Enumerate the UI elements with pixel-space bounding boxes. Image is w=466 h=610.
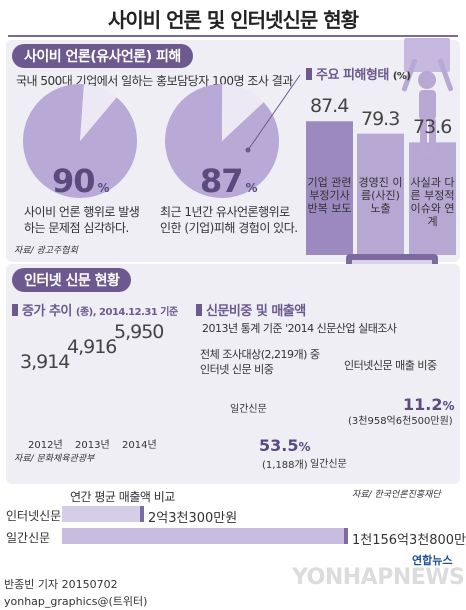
pie1-slice-rest — [80, 84, 117, 141]
damage-type-value: 79.3 — [361, 107, 400, 130]
logo-text: 연합뉴스 — [412, 554, 453, 567]
pie1-caption-line2: 하는 문제점 심각하다. — [24, 221, 129, 235]
growth-value: 4,916 — [67, 336, 117, 359]
revenue-row-value: 1천156억3천800만원 — [352, 533, 466, 548]
pieB-other-label: 일간신문 — [310, 459, 347, 470]
pie2-slice-rest — [222, 84, 264, 141]
pie1-value: 90% — [52, 162, 110, 200]
damage-type-value: 73.6 — [413, 116, 452, 139]
revenue-row-label: 일간신문 — [6, 531, 51, 545]
revenue-bar-cap — [344, 528, 348, 544]
pie2-caption-line1: 최근 1년간 유사언론행위로 — [160, 205, 290, 219]
revenue-bars — [62, 506, 348, 544]
growth-value: 3,914 — [20, 350, 70, 373]
damage-type-value: 87.4 — [310, 95, 349, 118]
damage-type-category: 기업 관련 부정기사 반복 보도 — [307, 176, 352, 215]
types-heading: 주요 피해형태 (%) — [306, 64, 411, 83]
pie1-caption-line1: 사이비 언론 행위로 발생 — [24, 205, 140, 219]
share-source: 자료/ 한국언론진흥재단 — [352, 490, 441, 500]
page-title: 사이비 언론 및 인터넷신문 현황 — [107, 8, 359, 32]
twitter-credit: yonhap_graphics@(트위터) — [4, 595, 148, 608]
reporter-credit: 반종빈 기자 20150702 — [4, 578, 118, 591]
growth-year: 2013년 — [75, 440, 110, 451]
revenue-row-label: 인터넷신문 — [6, 509, 62, 523]
growth-value: 5,950 — [114, 321, 164, 344]
pieB-caption: 인터넷신문 매출 비중 — [344, 359, 437, 372]
section1-source: 자료/ 광고주협회 — [14, 246, 78, 256]
section2-heading: 인터넷 신문 현황 — [12, 268, 132, 292]
watermark: YONHAPNEWS — [292, 565, 465, 590]
damage-type-category: 사실과 다른 부정적 이슈와 연계 — [410, 176, 455, 228]
growth-year: 2014년 — [122, 440, 157, 451]
pieA-caption-line1: 전체 조사대상(2,219개) 중 — [200, 348, 320, 361]
growth-source: 자료/ 문화체육관광부 — [14, 454, 95, 464]
share-basis: 2013년 통계 기준 '2014 신문산업 실태조사 — [202, 322, 397, 335]
revenue-row-value: 2억3천300만원 — [148, 511, 238, 526]
pie1-chart — [23, 83, 137, 198]
damage-type-bar — [357, 133, 404, 255]
share-heading: 신문비중 및 매출액 — [196, 300, 306, 319]
pieA-value: 53.5% — [259, 436, 311, 455]
title-divider — [8, 35, 458, 37]
person-silhouette-icon — [401, 38, 454, 156]
revenue-bar-cap — [140, 506, 144, 522]
pieA-other-label: 일간신문 — [230, 404, 267, 415]
section1-heading: 사이비 언론(유사언론) 피해 — [12, 44, 193, 68]
revenue-bar — [62, 528, 344, 544]
pie2-slice-main — [165, 84, 280, 198]
section2-panel — [6, 264, 460, 484]
pie2-value: 87% — [200, 162, 258, 200]
callout-line — [247, 74, 301, 151]
damage-type-bar — [409, 142, 456, 255]
pieA-caption-line2: 인터넷 신문 비중 — [200, 363, 274, 376]
damage-type-bar — [306, 121, 353, 255]
pieB-value: 11.2% — [403, 395, 455, 414]
revenue-bar — [62, 506, 140, 522]
growth-year: 2012년 — [28, 440, 63, 451]
pie2-chart — [165, 84, 280, 198]
pie2-caption-line2: 인한 (기업)피해 경험이 있다. — [160, 221, 298, 235]
pieB-amount: (3천958억6천500만원) — [348, 416, 453, 427]
callout-dot — [245, 147, 251, 153]
pieA-count: (1,188개) — [262, 460, 308, 471]
damage-type-category: 경영진 이름(사진) 노출 — [358, 176, 403, 215]
growth-heading: 증가 추이 (종), 2014.12.31 기준 — [12, 300, 178, 319]
revenue-heading: 연간 평균 매출액 비교 — [70, 490, 175, 504]
damage-type-bars — [306, 121, 456, 255]
